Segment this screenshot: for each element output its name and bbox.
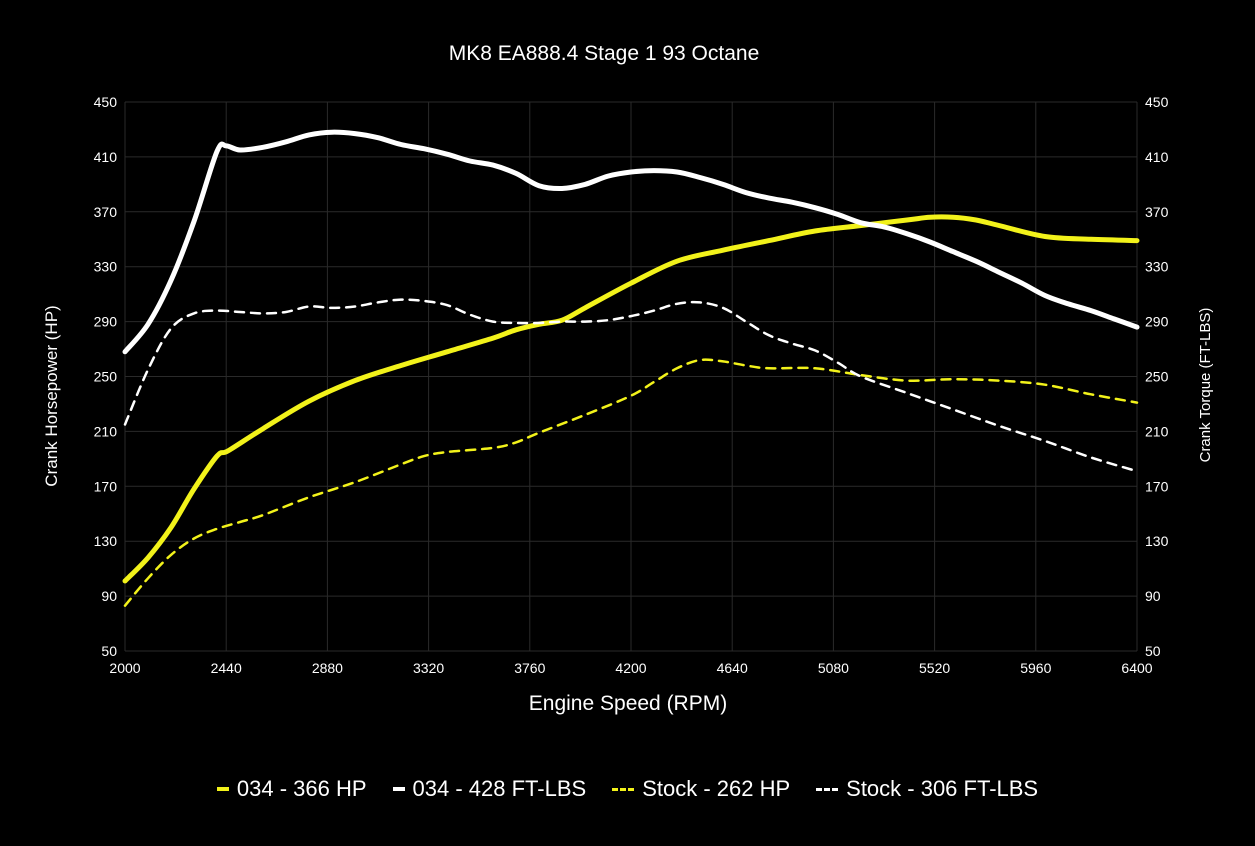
y-tick-label-left: 170	[94, 478, 118, 494]
y-tick-label-right: 330	[1145, 259, 1169, 275]
legend: 034 - 366 HP 034 - 428 FT-LBS Stock - 262 …	[0, 776, 1255, 802]
x-tick-label: 3320	[413, 660, 444, 676]
x-tick-label: 3760	[514, 660, 545, 676]
y-tick-label-left: 90	[101, 588, 117, 604]
y-axis-label-left: Crank Horsepower (HP)	[42, 305, 61, 486]
y-tick-label-right: 250	[1145, 369, 1169, 385]
y-tick-label-right: 410	[1145, 149, 1169, 165]
y-tick-label-right: 210	[1145, 423, 1169, 439]
series-lines	[122, 129, 1140, 607]
legend-label: 034 - 428 FT-LBS	[412, 776, 587, 801]
legend-swatch	[612, 787, 635, 791]
y-tick-label-left: 130	[94, 533, 118, 549]
y-tick-label-right: 370	[1145, 204, 1169, 220]
series-line-stock-262-hp	[123, 358, 1139, 607]
legend-swatch	[392, 787, 405, 791]
legend-item: 034 - 428 FT-LBS	[392, 776, 587, 802]
grid	[124, 101, 1138, 652]
y-tick-label-left: 330	[94, 259, 118, 275]
legend-swatch	[816, 787, 839, 791]
y-tick-label-left: 410	[94, 149, 118, 165]
series-line-034-428-ft-lbs	[122, 129, 1140, 355]
tick-labels: 2000 2440 2880 3320 3760 4200 4640 5080 5520 5960…	[94, 94, 1169, 676]
series-line-034-366-hp	[122, 214, 1140, 584]
legend-label: 034 - 366 HP	[236, 776, 367, 801]
x-tick-label: 2000	[109, 660, 140, 676]
legend-label: Stock - 306 FT-LBS	[846, 776, 1039, 801]
x-tick-label: 5080	[818, 660, 849, 676]
x-axis-label: Engine Speed (RPM)	[529, 692, 727, 715]
legend-item: Stock - 262 HP	[612, 776, 790, 802]
y-tick-label-right: 450	[1145, 94, 1169, 110]
y-tick-label-left: 450	[94, 94, 118, 110]
series-line-stock-306-ft-lbs	[123, 298, 1139, 473]
x-tick-label: 6400	[1121, 660, 1152, 676]
legend-swatch	[216, 787, 229, 791]
x-tick-label: 2880	[312, 660, 343, 676]
y-tick-label-left: 370	[94, 204, 118, 220]
y-tick-label-left: 250	[94, 369, 118, 385]
x-tick-label: 5520	[919, 660, 950, 676]
y-tick-label-right: 290	[1145, 314, 1169, 330]
y-tick-label-left: 290	[94, 314, 118, 330]
y-tick-label-left: 210	[94, 423, 118, 439]
y-tick-label-right: 130	[1145, 533, 1169, 549]
chart-title: MK8 EA888.4 Stage 1 93 Octane	[449, 42, 760, 65]
x-tick-label: 2440	[211, 660, 242, 676]
y-tick-label-left: 50	[101, 643, 117, 659]
legend-item: Stock - 306 FT-LBS	[816, 776, 1038, 802]
y-tick-label-right: 50	[1145, 643, 1161, 659]
legend-item: 034 - 366 HP	[216, 776, 367, 802]
legend-label: Stock - 262 HP	[642, 776, 791, 801]
x-tick-label: 4640	[717, 660, 748, 676]
y-tick-label-right: 170	[1145, 478, 1169, 494]
x-tick-label: 5960	[1020, 660, 1051, 676]
x-tick-label: 4200	[615, 660, 646, 676]
y-tick-label-right: 90	[1145, 588, 1161, 604]
y-axis-label-right: Crank Torque (FT-LBS)	[1197, 308, 1214, 463]
